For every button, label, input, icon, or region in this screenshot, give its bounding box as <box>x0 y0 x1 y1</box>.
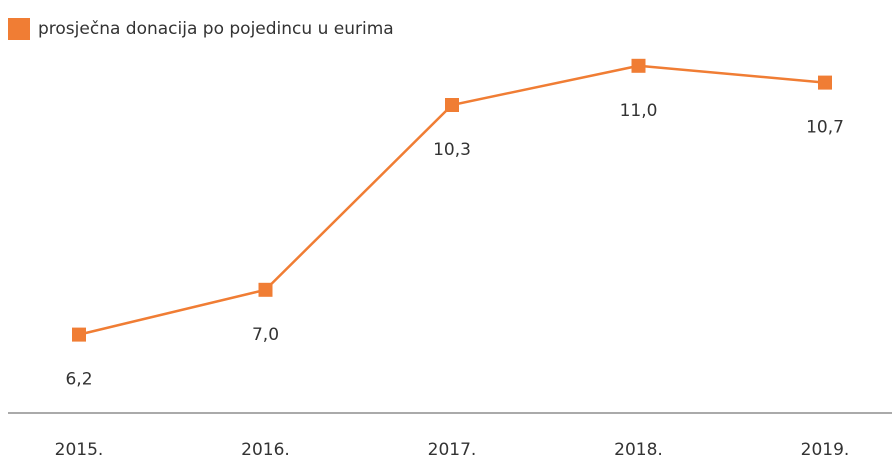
data-label: 11,0 <box>620 101 658 121</box>
marker <box>818 75 832 90</box>
marker <box>258 282 273 297</box>
x-tick-label: 2015. <box>55 440 104 460</box>
legend-swatch <box>8 18 30 40</box>
x-tick-label: 2016. <box>241 440 290 460</box>
x-tick-label: 2017. <box>428 440 477 460</box>
marker <box>445 98 459 112</box>
data-label: 6,2 <box>65 370 92 390</box>
marker <box>72 327 86 342</box>
legend-label: prosječna donacija po pojedincu u eurima <box>38 19 394 39</box>
x-tick-label: 2019. <box>801 440 850 460</box>
data-label: 10,7 <box>806 118 844 138</box>
data-label: 7,0 <box>252 325 279 345</box>
data-label: 10,3 <box>433 140 471 160</box>
marker <box>631 58 646 73</box>
x-tick-label: 2018. <box>614 440 663 460</box>
